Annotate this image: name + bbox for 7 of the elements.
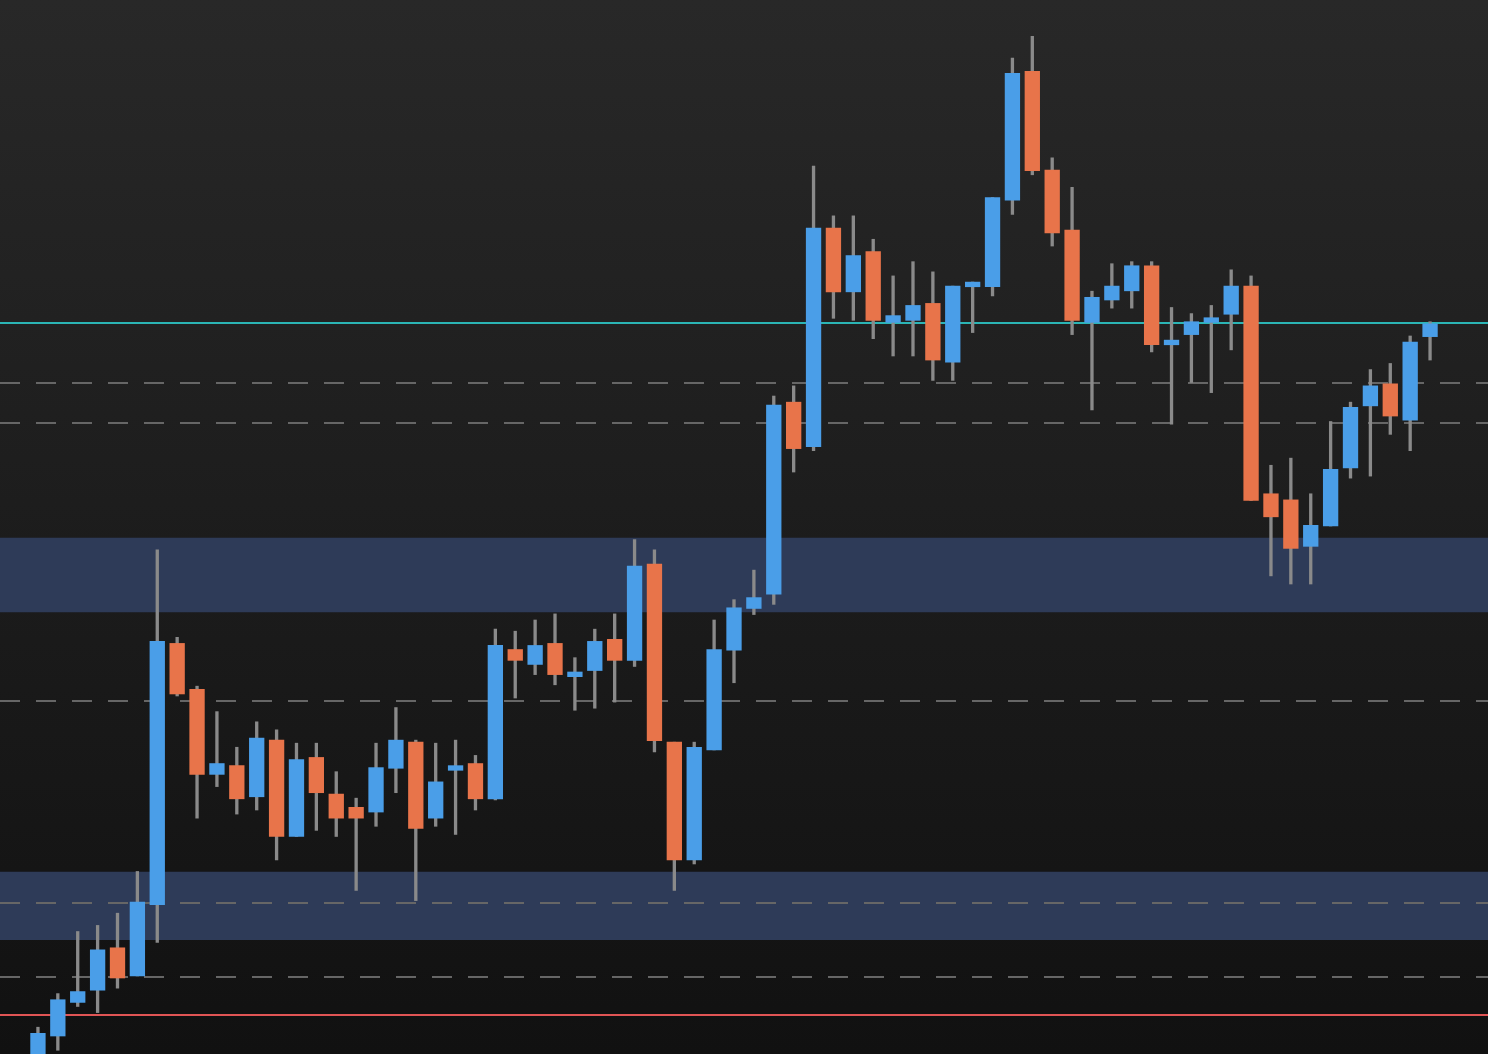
candlestick (1084, 290, 1100, 411)
candlestick (885, 275, 901, 357)
candlestick (1263, 464, 1279, 577)
candlestick (348, 797, 364, 891)
candlestick (209, 711, 225, 787)
candlestick (567, 657, 583, 711)
candlestick (905, 261, 921, 357)
